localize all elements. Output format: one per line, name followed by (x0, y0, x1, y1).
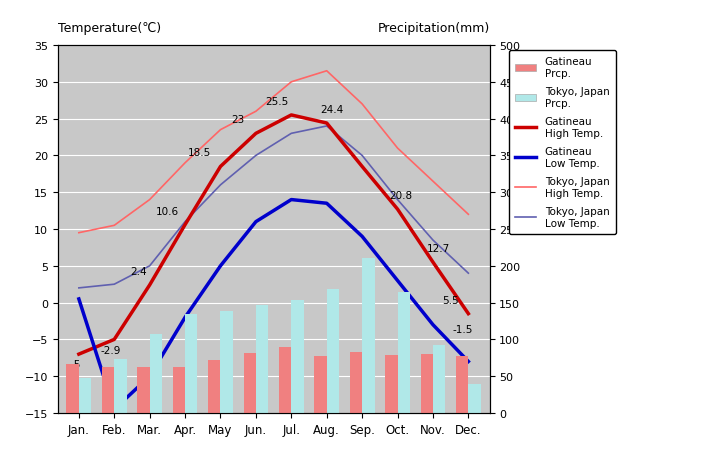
Bar (138, 368, 150, 413)
Bar (362, 259, 374, 413)
Bar (256, 305, 269, 413)
Text: 5.5: 5.5 (442, 295, 459, 305)
Text: 18.5: 18.5 (188, 148, 211, 158)
Bar (243, 353, 256, 413)
Text: -1.5: -1.5 (453, 325, 473, 334)
Text: 10.6: 10.6 (156, 206, 179, 216)
Text: 20.8: 20.8 (390, 190, 413, 201)
Bar (66, 364, 79, 413)
Text: Precipitation(mm): Precipitation(mm) (377, 22, 490, 35)
Legend: Gatineau
Prcp., Tokyo, Japan
Prcp., Gatineau
High Temp., Gatineau
Low Temp., Tok: Gatineau Prcp., Tokyo, Japan Prcp., Gati… (509, 51, 616, 235)
Text: 2.4: 2.4 (131, 266, 148, 276)
Text: 25.5: 25.5 (266, 97, 289, 106)
Bar (279, 348, 292, 413)
Bar (150, 335, 162, 413)
Bar (185, 314, 197, 413)
Bar (173, 368, 185, 413)
Text: 24.4: 24.4 (320, 105, 343, 115)
Bar (315, 356, 327, 413)
Text: -2.9: -2.9 (101, 345, 121, 355)
Text: 23: 23 (232, 115, 245, 125)
Bar (385, 355, 397, 413)
Bar (79, 378, 91, 413)
Bar (420, 354, 433, 413)
Bar (327, 290, 339, 413)
Bar (292, 300, 304, 413)
Bar (456, 356, 468, 413)
Bar (468, 385, 481, 413)
Bar (433, 345, 446, 413)
Text: 12.7: 12.7 (427, 244, 450, 253)
Text: Temperature(℃): Temperature(℃) (58, 22, 161, 35)
Bar (397, 292, 410, 413)
Bar (350, 352, 362, 413)
Bar (220, 312, 233, 413)
Text: -5: -5 (70, 359, 81, 369)
Bar (208, 360, 220, 413)
Bar (102, 368, 114, 413)
Bar (114, 359, 127, 413)
